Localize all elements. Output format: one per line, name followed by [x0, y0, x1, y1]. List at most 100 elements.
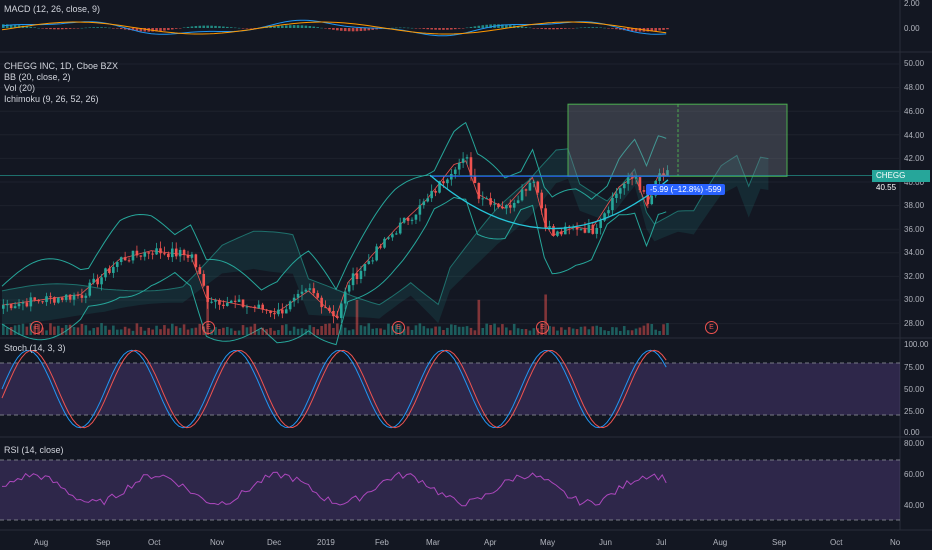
- candle-body: [579, 229, 583, 231]
- macd-histogram-bar: [473, 26, 477, 28]
- volume-bar: [552, 326, 555, 335]
- candle-body: [630, 177, 634, 179]
- candle-body: [60, 297, 64, 300]
- volume-bar: [489, 324, 492, 335]
- candle-body: [563, 226, 567, 235]
- candle-body: [560, 231, 563, 235]
- candle-body: [505, 205, 508, 209]
- stoch-ytick: 50.00: [904, 385, 925, 394]
- candle-body: [2, 305, 5, 309]
- candle-body: [292, 297, 296, 302]
- volume-bar: [241, 325, 245, 335]
- xaxis-label: May: [540, 538, 556, 547]
- candle-body: [261, 304, 264, 310]
- volume-bar: [2, 323, 5, 335]
- volume-bar: [108, 329, 111, 335]
- volume-bar: [288, 330, 292, 335]
- candle-body: [485, 198, 488, 200]
- macd-histogram-bar: [45, 28, 48, 29]
- volume-bar: [450, 324, 453, 335]
- volume-bar: [80, 323, 84, 335]
- candle-body: [587, 224, 591, 233]
- macd-histogram-bar: [49, 28, 52, 30]
- price-ytick: 40.00: [904, 178, 925, 187]
- candle-body: [615, 193, 618, 198]
- candle-body: [163, 253, 166, 255]
- macd-histogram-bar: [391, 27, 394, 29]
- candle-body: [245, 306, 249, 308]
- volume-bar: [155, 325, 158, 335]
- volume-bar: [218, 328, 221, 335]
- xaxis-label: Nov: [210, 538, 225, 547]
- volume-bar: [53, 326, 56, 335]
- volume-bar: [619, 330, 622, 335]
- candle-body: [532, 181, 536, 183]
- candle-body: [100, 277, 103, 285]
- candle-body: [229, 300, 233, 303]
- price-range-measure-label[interactable]: -5.99 (−12.8%) -599: [646, 184, 726, 195]
- volume-bar: [453, 325, 457, 335]
- candle-body: [489, 198, 492, 205]
- volume-bar: [316, 329, 319, 335]
- candle-body: [343, 291, 347, 304]
- macd-histogram-bar: [174, 28, 178, 29]
- candle-body: [5, 303, 9, 306]
- earnings-marker[interactable]: E: [30, 321, 43, 334]
- price-ytick: 42.00: [904, 154, 925, 163]
- candle-body: [339, 303, 343, 319]
- macd-histogram-bar: [17, 25, 21, 28]
- volume-bar: [473, 330, 477, 335]
- macd-histogram-bar: [465, 27, 469, 29]
- candle-body: [544, 208, 547, 228]
- macd-histogram-bar: [139, 28, 143, 32]
- volume-bar: [281, 325, 284, 335]
- candle-body: [57, 297, 60, 303]
- candle-body: [233, 300, 237, 302]
- candle-body: [662, 173, 665, 176]
- candle-body: [131, 250, 135, 261]
- macd-histogram-bar: [532, 28, 536, 29]
- candle-body: [127, 260, 131, 262]
- earnings-marker[interactable]: E: [392, 321, 405, 334]
- candle-body: [430, 190, 433, 199]
- candle-body: [37, 299, 40, 302]
- candle-body: [371, 260, 375, 262]
- xaxis-label: Sep: [96, 538, 111, 547]
- stoch-d-line: [1, 349, 667, 429]
- candle-body: [556, 231, 559, 236]
- macd-histogram-bar: [288, 25, 292, 28]
- candle-body: [308, 288, 312, 290]
- earnings-marker[interactable]: E: [705, 321, 718, 334]
- candle-body: [516, 200, 520, 203]
- candle-body: [269, 310, 272, 314]
- macd-histogram-bar: [155, 28, 158, 32]
- volume-bar: [347, 330, 351, 335]
- macd-histogram-bar: [630, 28, 634, 32]
- macd-histogram-bar: [84, 27, 88, 29]
- macd-histogram-bar: [434, 28, 437, 30]
- volume-bar: [143, 330, 147, 335]
- volume-bar: [422, 326, 426, 335]
- xaxis-label: Oct: [830, 538, 843, 547]
- candle-body: [210, 301, 213, 303]
- macd-histogram-bar: [560, 28, 563, 30]
- macd-histogram-bar: [143, 28, 147, 32]
- macd-histogram-bar: [190, 26, 194, 28]
- earnings-marker[interactable]: E: [202, 321, 215, 334]
- volume-bar: [115, 329, 119, 335]
- candle-body: [603, 213, 606, 221]
- macd-histogram-bar: [182, 27, 186, 28]
- macd-histogram-bar: [229, 27, 233, 28]
- macd-histogram-bar: [528, 27, 532, 29]
- macd-histogram-bar: [131, 28, 135, 31]
- volume-bar: [64, 324, 68, 335]
- earnings-marker[interactable]: E: [536, 321, 549, 334]
- macd-histogram-bar: [33, 27, 37, 28]
- macd-histogram-bar: [222, 26, 225, 28]
- candle-body: [446, 179, 449, 184]
- macd-histogram-bar: [214, 25, 217, 28]
- macd-histogram-bar: [461, 28, 465, 29]
- macd-histogram-bar: [442, 28, 445, 30]
- volume-bar: [524, 329, 528, 335]
